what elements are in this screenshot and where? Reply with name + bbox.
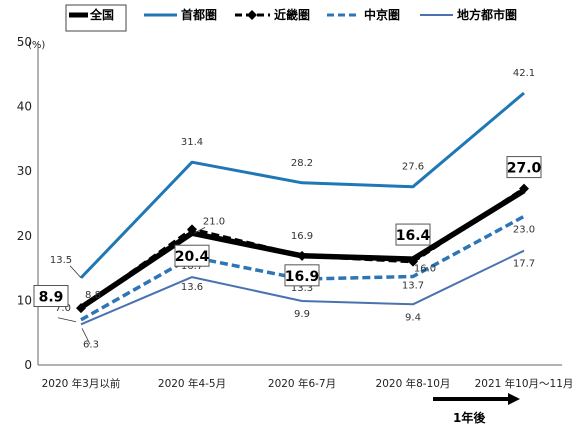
data-label: 17.7	[513, 259, 535, 270]
x-tick-label: 2020 年8-10月	[376, 377, 451, 390]
y-tick-label: 0	[24, 358, 32, 372]
y-axis-unit: (%)	[28, 40, 45, 51]
national-label-box	[395, 223, 431, 246]
data-label: 13.5	[50, 255, 72, 266]
axes: 0 10 20 30 40 50 2020 年3月以前 2020 年4-5月 2020 年6-7…	[17, 35, 574, 390]
y-tick-label: 20	[17, 229, 32, 243]
national-data-label: 16.9	[285, 269, 320, 285]
data-label: 21.0	[203, 216, 225, 227]
legend-label-chukyo: 中京圏	[364, 7, 400, 22]
national-label-box	[174, 244, 210, 267]
series-line-0	[79, 188, 526, 310]
data-label: 9.9	[294, 309, 310, 320]
legend-label-kinki: 近畿圏	[274, 7, 310, 22]
data-label: 16.9	[291, 231, 313, 242]
national-data-label: 16.4	[396, 228, 431, 244]
data-label: 27.6	[402, 162, 424, 173]
national-data-label: 8.9	[39, 290, 64, 306]
one-year-later-annotation: 1年後	[433, 393, 520, 425]
data-label: 6.3	[83, 339, 99, 350]
data-label: 13.3	[291, 283, 313, 294]
leader-line	[81, 328, 91, 345]
series-layer	[76, 91, 529, 326]
annotation-arrow-head	[508, 393, 520, 405]
y-tick-label: 50	[17, 35, 32, 49]
national-label-box	[284, 264, 320, 287]
data-label: 31.4	[181, 137, 203, 148]
national-data-label: 27.0	[507, 161, 542, 177]
legend: 全国 首都圏 近畿圏 中京圏 地方都市圏	[65, 4, 517, 32]
x-tick-label: 2020 年6-7月	[268, 377, 336, 390]
leader-line	[69, 265, 82, 279]
series-line-1	[79, 91, 525, 279]
leader-line	[193, 226, 206, 234]
series-line-3	[80, 214, 525, 322]
legend-label-chiho: 地方都市圏	[457, 7, 517, 22]
x-tick-label: 2021 年10月～11月	[475, 377, 574, 390]
y-tick-label: 40	[17, 100, 32, 114]
national-label-box	[33, 285, 69, 308]
x-tick-label: 2020 年3月以前	[42, 377, 121, 390]
data-label: 13.6	[181, 282, 203, 293]
labels-layer: 13.531.428.227.642.18.821.016.916.027.37…	[33, 68, 542, 350]
data-label: 42.1	[513, 68, 535, 79]
data-label: 16.0	[414, 264, 436, 275]
data-label: 7.0	[55, 303, 71, 314]
legend-box	[65, 4, 127, 32]
x-tick-label: 2020 年4-5月	[158, 377, 226, 390]
y-tick-label: 30	[17, 164, 32, 178]
data-label: 28.2	[291, 158, 313, 169]
national-label-box	[506, 156, 542, 179]
legend-marker-kinki	[247, 10, 257, 20]
data-label: 8.8	[85, 290, 101, 301]
data-label: 9.4	[405, 312, 421, 323]
legend-label-national: 全国	[89, 7, 114, 22]
series-line-4	[80, 249, 525, 326]
legend-label-shutoken: 首都圏	[181, 7, 217, 22]
national-data-label: 20.4	[175, 249, 210, 265]
annotation-label: 1年後	[453, 410, 486, 425]
leader-line	[57, 317, 77, 323]
y-tick-label: 10	[17, 293, 32, 307]
data-label: 23.0	[513, 224, 535, 235]
data-label: 13.7	[402, 280, 424, 291]
